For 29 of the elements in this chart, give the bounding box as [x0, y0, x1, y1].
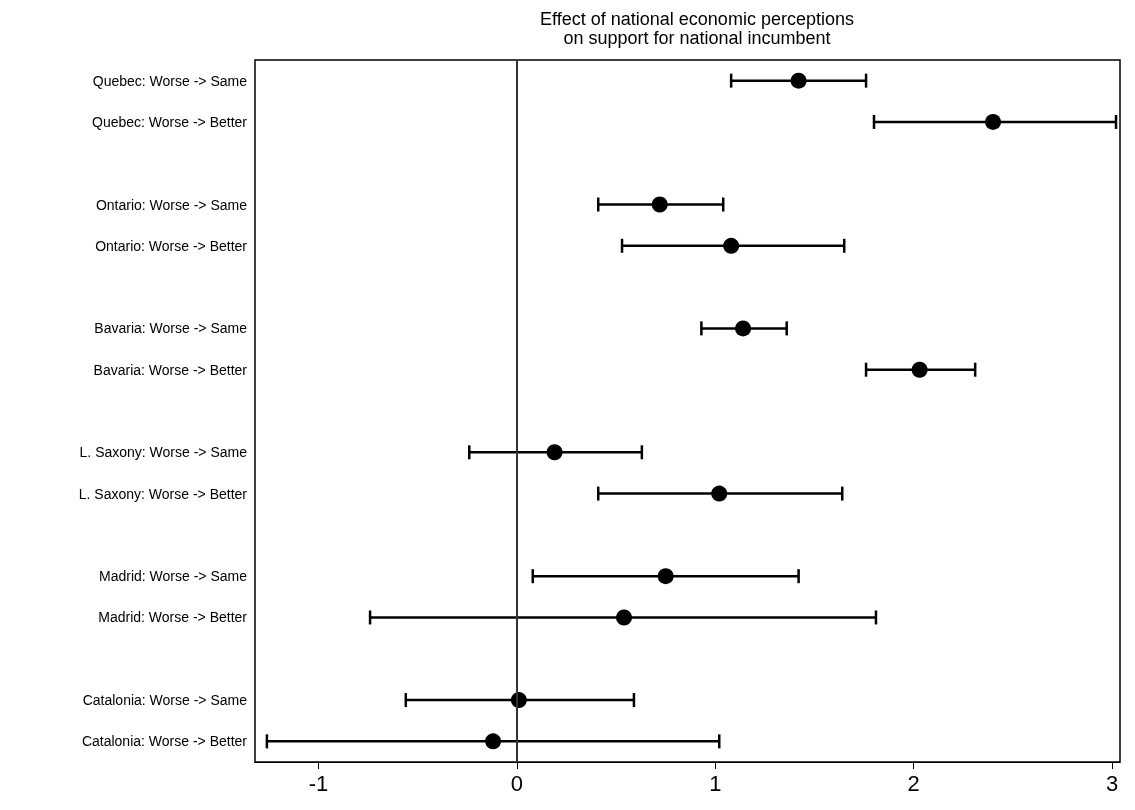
- y-tick-label: L. Saxony: Worse -> Same: [79, 444, 248, 461]
- y-tick-label: Bavaria: Worse -> Same: [94, 320, 248, 337]
- y-tick-label: Catalonia: Worse -> Better: [81, 733, 248, 750]
- chart-title: Effect of national economic perceptions on support for national incumbent: [540, 8, 854, 48]
- point: [723, 237, 740, 254]
- point: [485, 733, 502, 750]
- x-tick-label: -1: [308, 770, 329, 796]
- y-tick-label: Madrid: Worse -> Same: [99, 568, 248, 585]
- point: [711, 485, 728, 502]
- y-tick-label: Catalonia: Worse -> Same: [82, 692, 248, 709]
- y-tick-label: Quebec: Worse -> Same: [92, 72, 248, 89]
- x-tick-label: 0: [510, 770, 524, 796]
- y-tick-label: Ontario: Worse -> Better: [95, 237, 248, 254]
- x-tick-label: 3: [1105, 770, 1119, 796]
- y-tick-label: Quebec: Worse -> Better: [92, 113, 248, 130]
- point: [985, 113, 1002, 130]
- y-tick-label: L. Saxony: Worse -> Better: [78, 485, 248, 502]
- point: [911, 361, 928, 378]
- point: [651, 196, 668, 213]
- point: [657, 568, 674, 585]
- point: [735, 320, 752, 337]
- y-tick-label: Bavaria: Worse -> Better: [93, 361, 248, 378]
- point: [790, 72, 807, 89]
- point: [616, 609, 633, 626]
- x-tick-label: 2: [907, 770, 920, 796]
- point: [546, 444, 563, 461]
- x-tick-label: 1: [709, 770, 722, 796]
- y-tick-label: Ontario: Worse -> Same: [95, 196, 248, 213]
- y-tick-label: Madrid: Worse -> Better: [98, 609, 248, 626]
